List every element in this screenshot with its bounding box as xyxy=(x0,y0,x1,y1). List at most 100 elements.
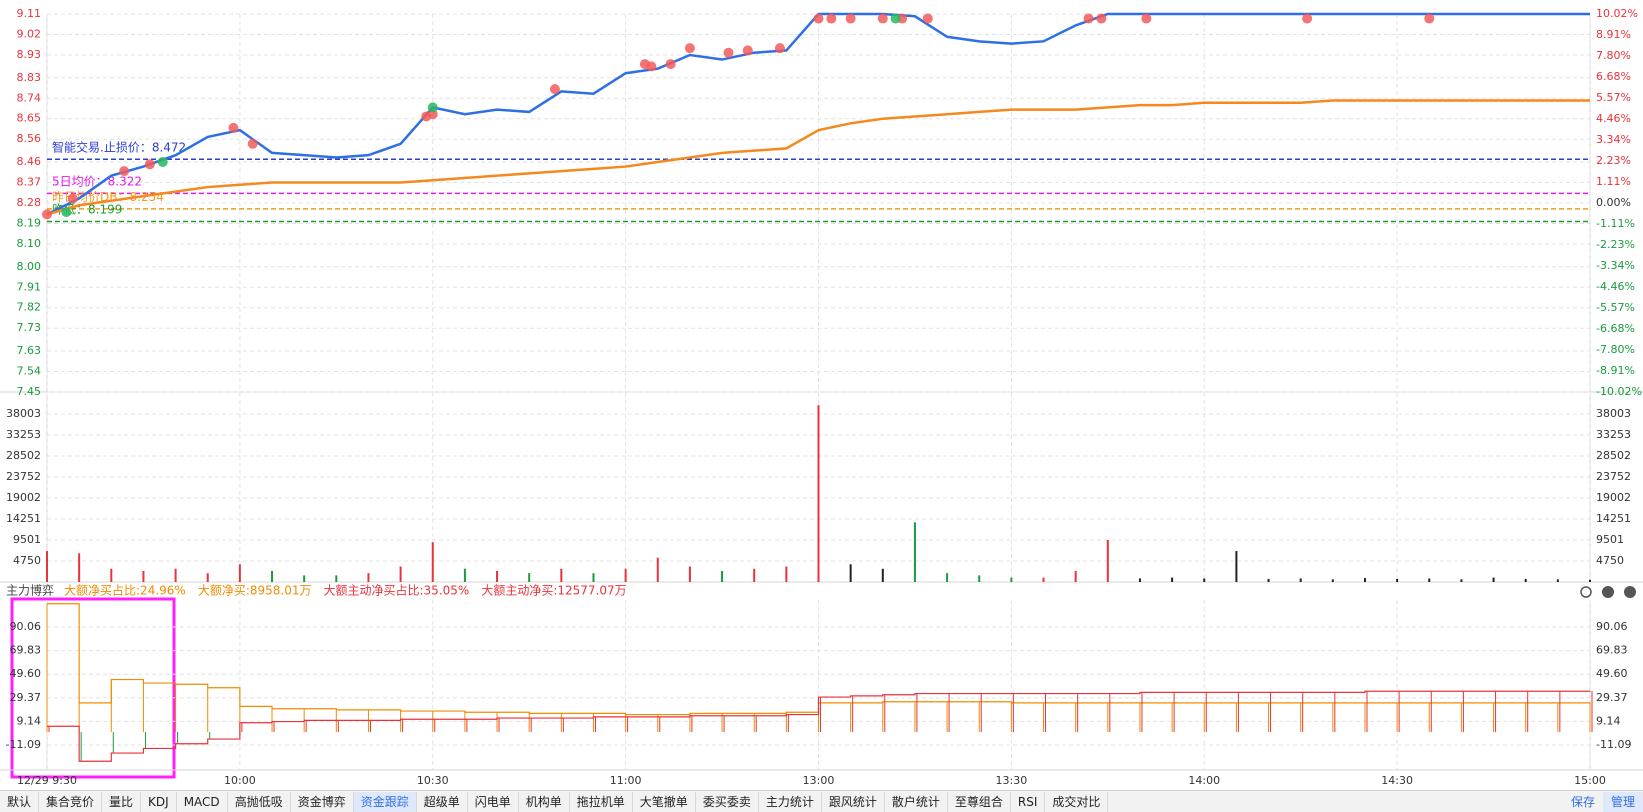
y-tick-label: 33253 xyxy=(6,428,41,441)
signal-dot xyxy=(1302,13,1313,24)
series-line xyxy=(46,99,1590,216)
y-tick-label: 8.37 xyxy=(17,176,42,189)
signal-dot xyxy=(1424,13,1435,24)
tab[interactable]: 至尊组合 xyxy=(948,791,1011,812)
signal-dot xyxy=(157,157,168,168)
y2-tick-label: 3.34% xyxy=(1596,133,1631,146)
volume-bar xyxy=(238,564,241,582)
y2-tick-label: -4.46% xyxy=(1596,280,1635,293)
volume-bar xyxy=(1524,578,1527,582)
y2-tick-label: -6.68% xyxy=(1596,322,1635,335)
y2-tick-label: -5.57% xyxy=(1596,301,1635,314)
y-tick-label: 7.82 xyxy=(17,301,42,314)
signal-dot xyxy=(877,13,888,24)
volume-bar xyxy=(1492,577,1495,582)
tab[interactable]: 高抛低吸 xyxy=(228,791,291,812)
volume-bar xyxy=(271,570,274,582)
y2-tick-label: -1.11% xyxy=(1596,217,1635,230)
tab[interactable]: 量比 xyxy=(102,791,142,812)
volume-bar xyxy=(1396,578,1399,582)
y-tick-label: 7.63 xyxy=(17,344,42,357)
y-tick-label: 8.56 xyxy=(17,132,42,145)
close-icon[interactable] xyxy=(1624,586,1636,598)
settings-icon[interactable] xyxy=(1580,586,1592,598)
y-tick-label-right: 69.83 xyxy=(1596,644,1628,657)
signal-dot xyxy=(228,122,239,133)
signal-dot xyxy=(684,43,695,54)
tab[interactable]: 默认 xyxy=(0,791,40,812)
signal-dot xyxy=(665,59,676,70)
y-tick-label: 90.06 xyxy=(10,620,42,633)
y-tick-label: 8.93 xyxy=(17,48,42,61)
tab[interactable]: 资金跟踪 xyxy=(353,791,417,812)
tab-bar: 默认 集合竞价 量比 KDJ MACD 高抛低吸 资金博弈 资金跟踪 超级单 闪电单 机构单 拖拉机单… xyxy=(0,790,1643,812)
y-tick-label-right: 38003 xyxy=(1596,407,1631,420)
reference-label-value: 8.199 xyxy=(88,202,122,216)
tab[interactable]: 超级单 xyxy=(417,791,468,812)
y2-tick-label: 0.00% xyxy=(1596,196,1631,209)
panel-icons[interactable] xyxy=(1580,586,1636,598)
volume-bar xyxy=(656,557,659,582)
tab[interactable]: 拖拉机单 xyxy=(570,791,633,812)
y2-tick-label: -7.80% xyxy=(1596,343,1635,356)
y-tick-label: 8.83 xyxy=(17,71,42,84)
button[interactable]: 保存 xyxy=(1570,794,1595,809)
y-tick-label-right: -11.09 xyxy=(1596,738,1631,751)
volume-bar xyxy=(1235,551,1238,582)
legend-item: 大额主动净买:12577.07万 xyxy=(481,584,626,598)
volume-bar xyxy=(560,568,563,582)
volume-bar xyxy=(1267,578,1270,582)
volume-bar xyxy=(1010,577,1013,582)
y-tick-label: 8.19 xyxy=(17,216,42,229)
legend-item: 大额净买占比:24.96% xyxy=(64,583,186,598)
y-tick-label: 9501 xyxy=(13,533,41,546)
x-tick-label: 13:00 xyxy=(803,774,835,787)
y2-tick-label: -3.34% xyxy=(1596,259,1635,272)
legend-item: 大额主动净买占比:35.05% xyxy=(324,583,470,598)
volume-bar xyxy=(1589,579,1591,582)
reference-label-text: 5日均价： xyxy=(52,174,108,188)
x-tick-label: 15:00 xyxy=(1574,774,1606,787)
x-tick-label: 14:30 xyxy=(1381,774,1413,787)
x-tick-label: 10:30 xyxy=(417,774,449,787)
volume-bar xyxy=(946,573,949,582)
volume-bar xyxy=(528,573,531,582)
tab[interactable]: MACD xyxy=(177,791,228,812)
tab[interactable]: RSI xyxy=(1011,791,1046,812)
tab[interactable]: 机构单 xyxy=(519,791,570,812)
selection-box xyxy=(10,597,176,779)
indicator-title: 主力博弈 xyxy=(6,583,54,598)
y-tick-label: 7.54 xyxy=(17,365,42,378)
volume-bar xyxy=(753,568,756,582)
tab[interactable]: KDJ xyxy=(141,791,177,812)
tab[interactable]: 集合竞价 xyxy=(39,791,103,812)
help-icon[interactable] xyxy=(1602,586,1614,598)
volume-bar xyxy=(1299,578,1302,582)
tab[interactable]: 主力统计 xyxy=(759,791,822,812)
tab[interactable]: 成交对比 xyxy=(1045,791,1109,812)
volume-bar xyxy=(881,568,884,582)
tab[interactable]: 委买委卖 xyxy=(696,791,759,812)
series-line xyxy=(47,603,1591,716)
volume-bar xyxy=(110,568,113,582)
x-tick-label: 12/29 9:30 xyxy=(17,774,77,787)
tab[interactable]: 闪电单 xyxy=(468,791,519,812)
tab[interactable]: 散户统计 xyxy=(885,791,948,812)
tab[interactable]: 资金博弈 xyxy=(291,791,354,812)
y-tick-label: 14251 xyxy=(6,512,41,525)
y-tick-label-right: 23752 xyxy=(1596,470,1631,483)
button[interactable]: 管理 xyxy=(1602,791,1643,812)
tab[interactable]: 大笔撤单 xyxy=(633,791,696,812)
volume-bar xyxy=(913,522,916,582)
y2-tick-label: 8.91% xyxy=(1596,28,1631,41)
volume-bar xyxy=(142,570,145,582)
signal-dot xyxy=(922,13,933,24)
y2-tick-label: 5.57% xyxy=(1596,91,1631,104)
volume-bar xyxy=(1106,540,1109,582)
y-tick-label-right: 19002 xyxy=(1596,491,1631,504)
y2-tick-label: -10.02% xyxy=(1596,385,1642,398)
volume-bar xyxy=(1331,579,1334,582)
tab[interactable]: 跟风统计 xyxy=(822,791,885,812)
reference-label: 智能交易.止损价：8.472 xyxy=(52,139,186,154)
